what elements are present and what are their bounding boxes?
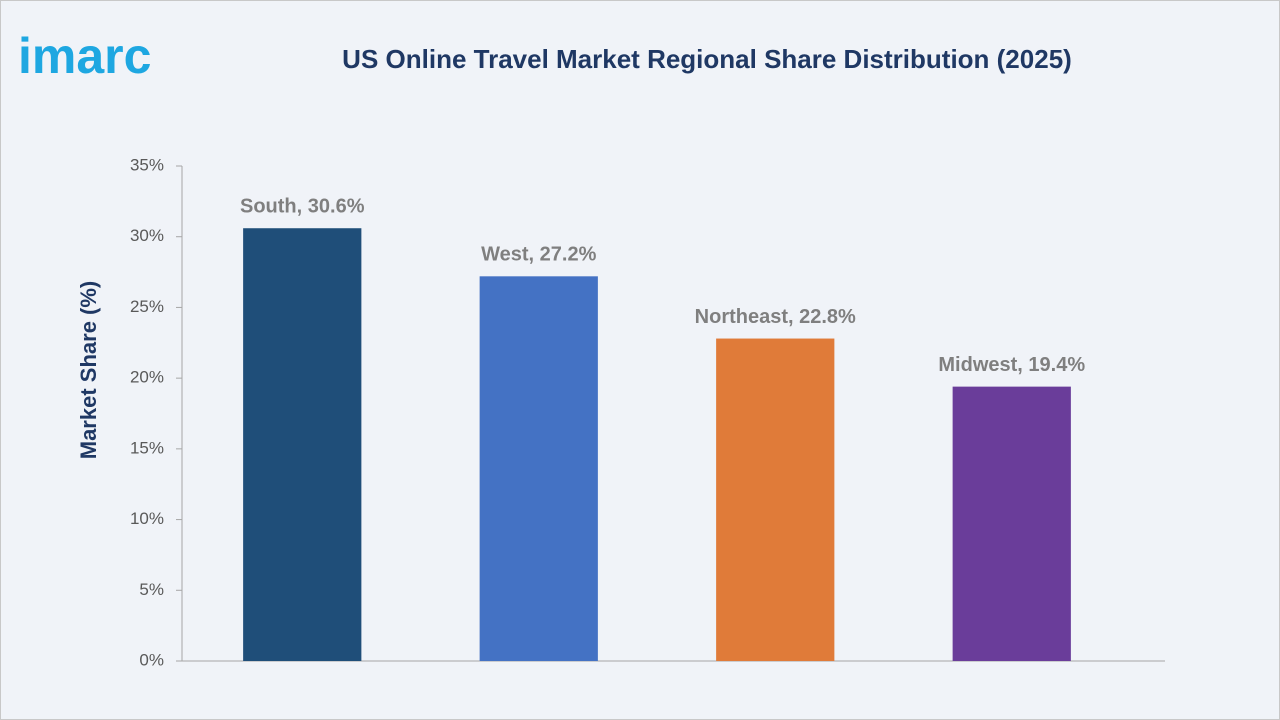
y-axis-label: Market Share (%): [76, 281, 101, 460]
bar: [716, 338, 835, 661]
data-label: Northeast, 22.8%: [695, 306, 856, 328]
data-label: West, 27.2%: [481, 244, 596, 266]
data-label: South, 30.6%: [240, 196, 365, 218]
y-tick-label: 0%: [139, 650, 164, 669]
chart-title: US Online Travel Market Regional Share D…: [342, 44, 1072, 74]
bar: [952, 386, 1071, 661]
y-tick-label: 30%: [130, 226, 164, 245]
y-tick-label: 5%: [139, 580, 164, 599]
y-tick-label: 15%: [130, 438, 164, 457]
y-tick-label: 20%: [130, 368, 164, 387]
bar: [479, 276, 598, 661]
logo: imarc: [18, 28, 151, 84]
data-label: Midwest, 19.4%: [938, 354, 1085, 376]
y-tick-label: 10%: [130, 509, 164, 528]
bar: [243, 228, 362, 661]
y-tick-label: 35%: [130, 155, 164, 174]
y-tick-label: 25%: [130, 297, 164, 316]
